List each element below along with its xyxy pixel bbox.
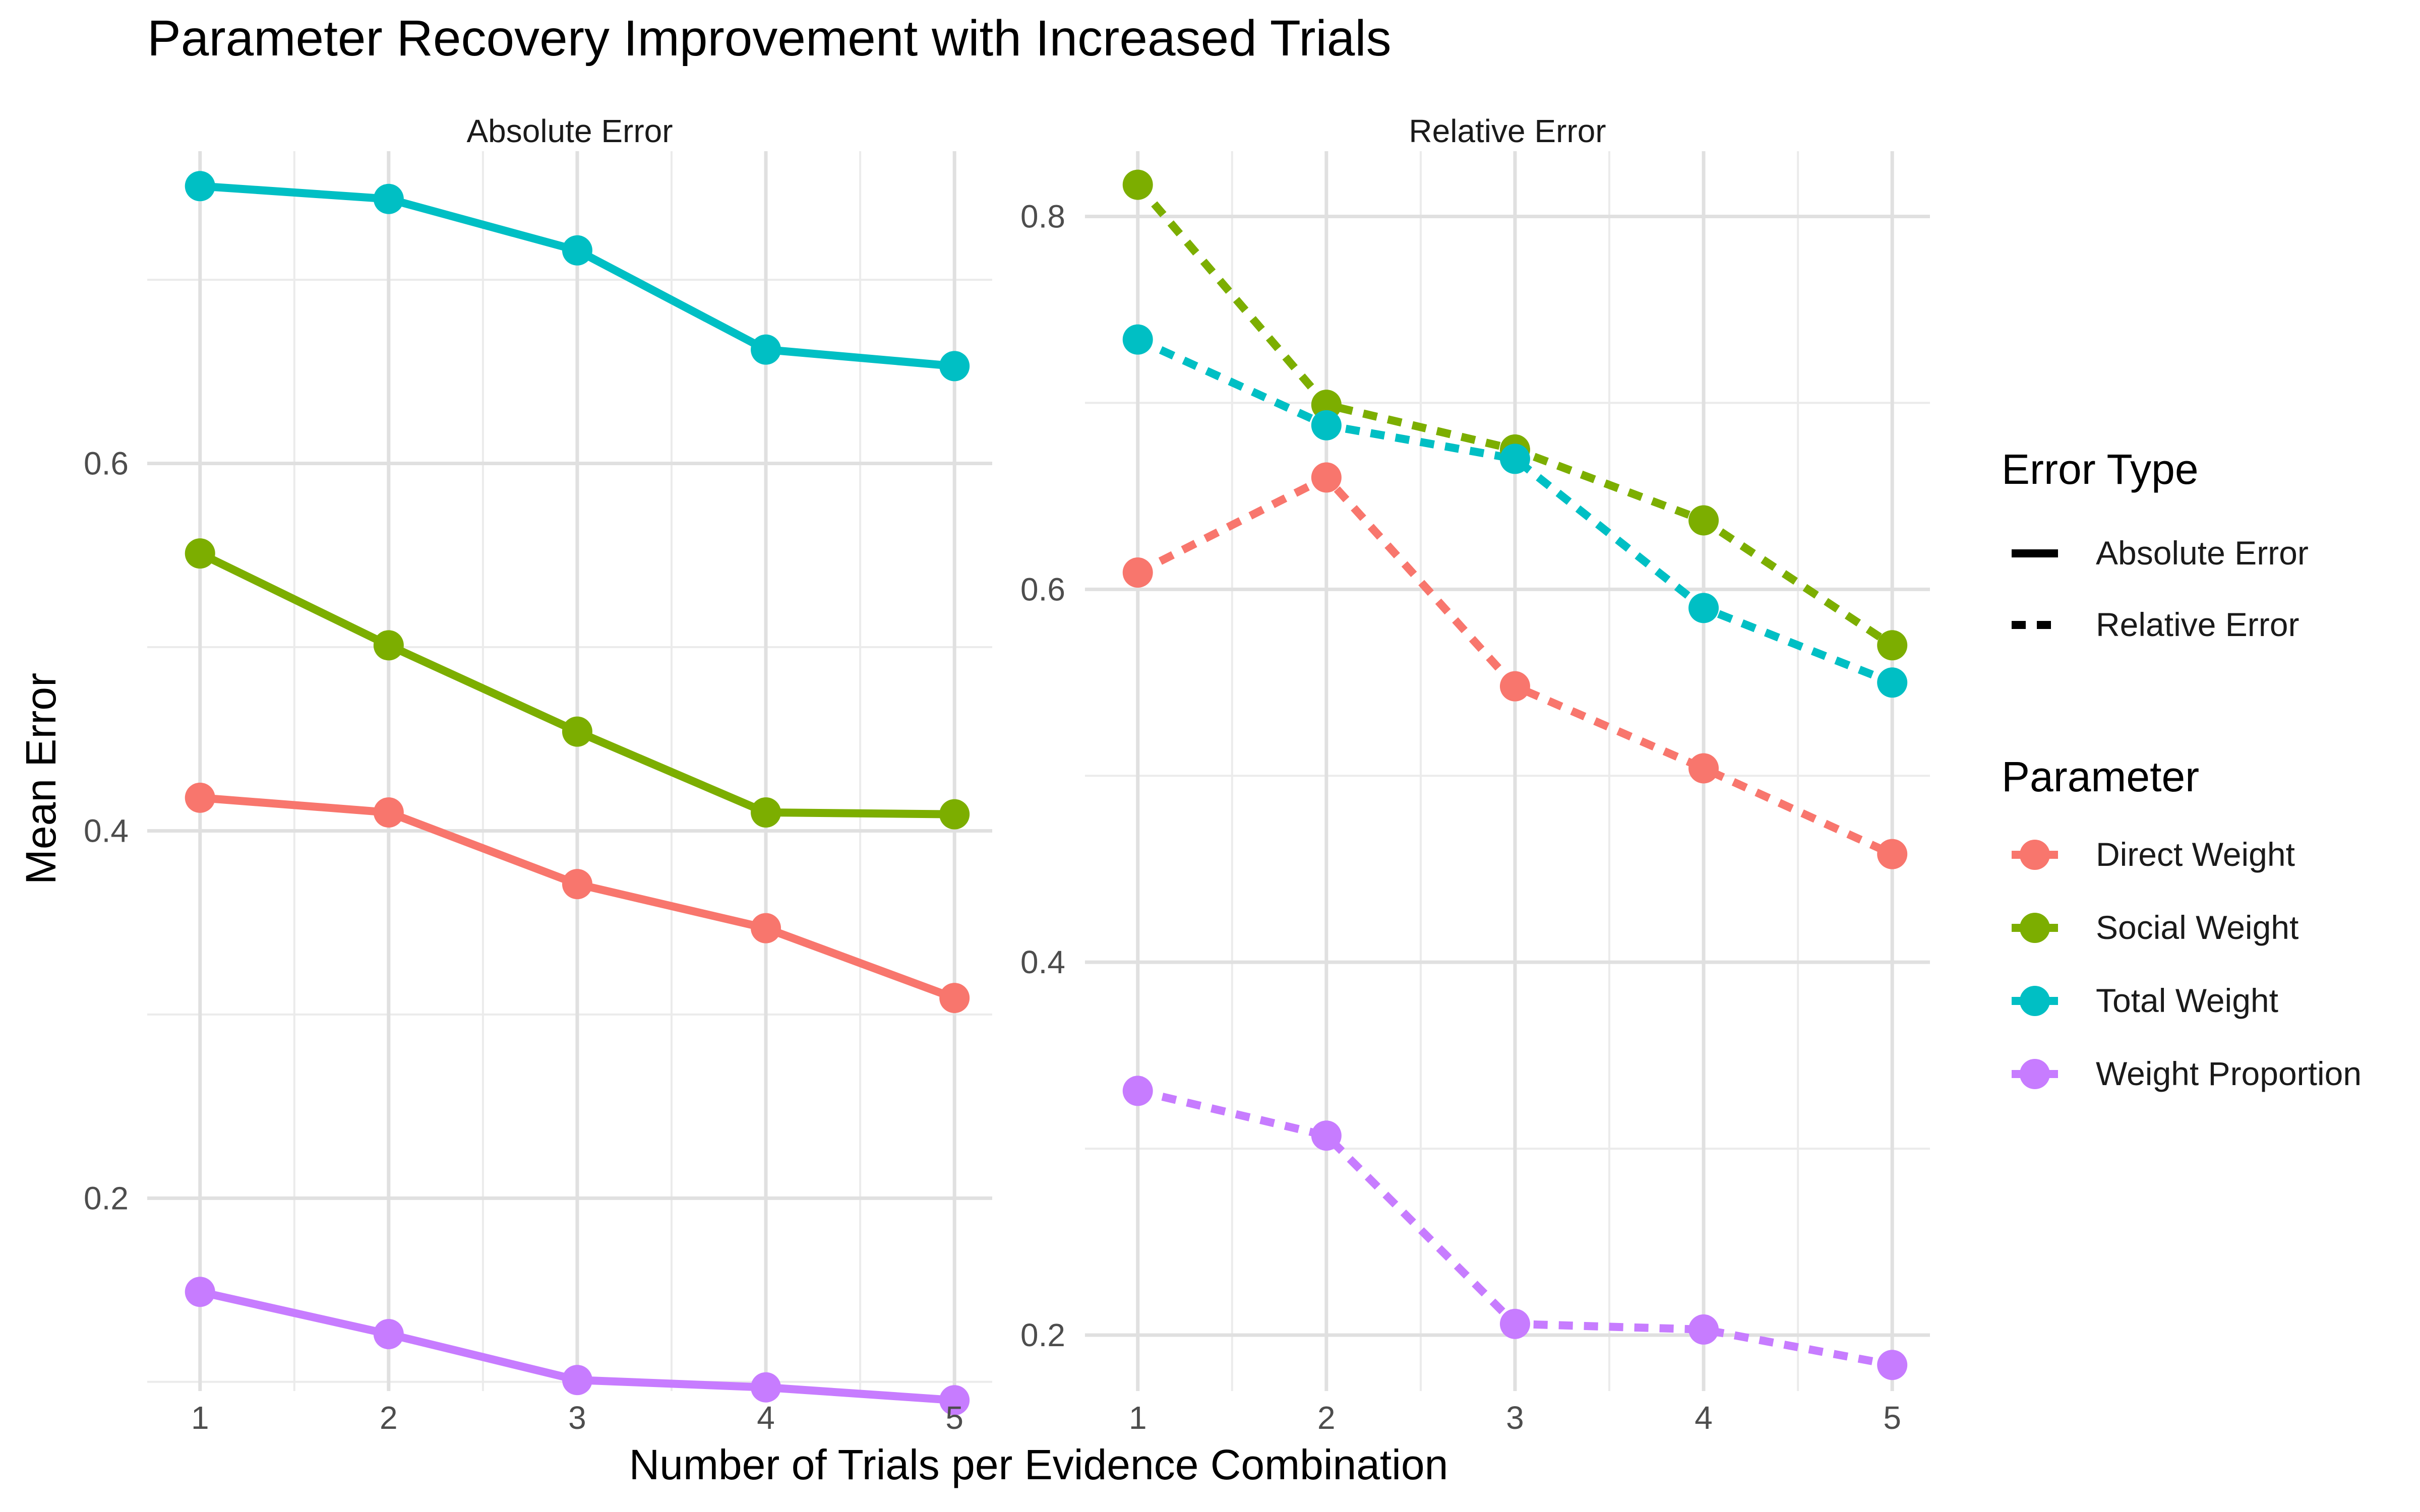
- data-point-weight-proportion: [939, 1385, 970, 1416]
- data-point-social-weight: [373, 630, 404, 661]
- panel-absolute-error: Absolute Error 0.2 0.4 0.6 1 2 3 4 5: [84, 113, 992, 1436]
- panel-title-absolute-error: Absolute Error: [466, 113, 673, 149]
- data-point-direct-weight: [1499, 671, 1530, 702]
- data-point-social-weight: [751, 797, 781, 828]
- y-tick-label: 0.4: [84, 812, 129, 849]
- data-point-total-weight: [373, 183, 404, 214]
- y-axis-title: Mean Error: [17, 673, 65, 885]
- legend-label-social-weight: Social Weight: [2096, 909, 2298, 946]
- data-point-direct-weight: [185, 782, 215, 813]
- x-tick-label: 5: [1883, 1400, 1901, 1436]
- legend-label-direct-weight: Direct Weight: [2096, 836, 2295, 873]
- data-point-total-weight: [1499, 444, 1530, 474]
- y-tick-label: 0.2: [1020, 1317, 1065, 1353]
- data-point-weight-proportion: [562, 1365, 592, 1396]
- legend: Error Type Absolute Error Relative Error…: [2002, 446, 2362, 1092]
- legend-label-total-weight: Total Weight: [2096, 982, 2278, 1019]
- data-point-total-weight: [751, 334, 781, 365]
- data-point-weight-proportion: [1877, 1350, 1908, 1380]
- data-point-direct-weight: [1877, 839, 1908, 869]
- data-point-total-weight: [939, 351, 970, 382]
- x-tick-label: 3: [1506, 1400, 1524, 1436]
- y-tick-label: 0.8: [1020, 198, 1065, 234]
- data-point-total-weight: [562, 235, 592, 266]
- x-tick-label: 1: [1129, 1400, 1147, 1436]
- series-line-total-weight: [1136, 336, 1894, 686]
- data-point-weight-proportion: [373, 1319, 404, 1350]
- x-tick-label: 4: [757, 1400, 775, 1436]
- legend-label-relative-error: Relative Error: [2096, 606, 2299, 643]
- y-tick-label: 0.2: [84, 1180, 129, 1216]
- data-point-social-weight: [1122, 169, 1153, 200]
- legend-title-parameter: Parameter: [2002, 753, 2199, 800]
- y-tick-label: 0.6: [1020, 571, 1065, 607]
- data-point-weight-proportion: [1311, 1120, 1342, 1151]
- legend-error-type: Error Type Absolute Error Relative Error: [2002, 446, 2309, 643]
- data-point-social-weight: [185, 538, 215, 569]
- data-point-total-weight: [1877, 667, 1908, 698]
- data-point-total-weight: [185, 171, 215, 202]
- legend-label-absolute-error: Absolute Error: [2096, 534, 2309, 572]
- legend-key-point-direct-weight: [2020, 840, 2050, 870]
- x-tick-label: 4: [1695, 1400, 1713, 1436]
- panel-title-relative-error: Relative Error: [1409, 113, 1606, 149]
- data-point-weight-proportion: [751, 1372, 781, 1403]
- data-point-social-weight: [1688, 505, 1719, 536]
- legend-parameter: Parameter Direct Weight Social Weight To…: [2002, 753, 2362, 1092]
- x-tick-label: 1: [191, 1400, 209, 1436]
- x-tick-label: 2: [380, 1400, 398, 1436]
- data-point-direct-weight: [1688, 753, 1719, 784]
- data-point-direct-weight: [1122, 557, 1153, 588]
- data-point-weight-proportion: [1499, 1308, 1530, 1339]
- data-point-total-weight: [1688, 593, 1719, 623]
- data-point-direct-weight: [1311, 462, 1342, 493]
- data-point-social-weight: [562, 716, 592, 747]
- legend-title-error-type: Error Type: [2002, 446, 2199, 493]
- data-point-weight-proportion: [185, 1277, 215, 1307]
- data-point-total-weight: [1122, 324, 1153, 355]
- x-tick-label: 5: [945, 1400, 963, 1436]
- y-tick-label: 0.6: [84, 446, 129, 482]
- legend-label-weight-proportion: Weight Proportion: [2096, 1055, 2362, 1092]
- legend-key-point-weight-proportion: [2020, 1059, 2050, 1089]
- data-point-direct-weight: [939, 983, 970, 1014]
- data-point-total-weight: [1311, 410, 1342, 440]
- data-point-weight-proportion: [1688, 1314, 1719, 1345]
- y-tick-label: 0.4: [1020, 944, 1065, 980]
- data-point-direct-weight: [562, 869, 592, 900]
- x-tick-label: 2: [1317, 1400, 1336, 1436]
- chart-title: Parameter Recovery Improvement with Incr…: [147, 10, 1392, 67]
- data-point-social-weight: [939, 799, 970, 830]
- data-point-social-weight: [1877, 630, 1908, 661]
- x-axis-title: Number of Trials per Evidence Combinatio…: [629, 1441, 1448, 1488]
- data-point-weight-proportion: [1122, 1076, 1153, 1106]
- legend-key-point-social-weight: [2020, 913, 2050, 943]
- legend-key-point-total-weight: [2020, 986, 2050, 1016]
- data-point-direct-weight: [751, 913, 781, 943]
- data-point-direct-weight: [373, 797, 404, 828]
- x-tick-label: 3: [568, 1400, 586, 1436]
- panel-relative-error: Relative Error 0.2 0.4 0.6 0.8 1 2 3 4 5: [1020, 113, 1930, 1436]
